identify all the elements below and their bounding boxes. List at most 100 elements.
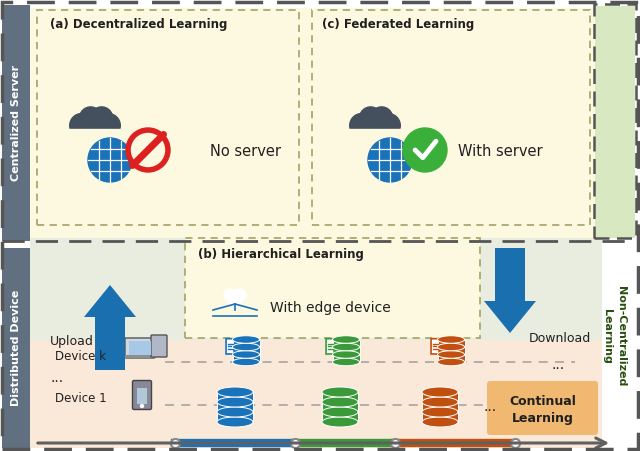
Text: Upload: Upload: [50, 336, 94, 349]
FancyBboxPatch shape: [595, 6, 635, 238]
Circle shape: [234, 289, 246, 301]
Bar: [322, 412, 358, 422]
Polygon shape: [226, 339, 238, 354]
Text: Device k: Device k: [55, 350, 106, 363]
Circle shape: [141, 405, 143, 408]
Polygon shape: [326, 339, 338, 354]
Text: ...: ...: [50, 371, 63, 385]
Circle shape: [368, 138, 412, 182]
Polygon shape: [234, 350, 238, 354]
FancyBboxPatch shape: [30, 238, 602, 340]
Text: (b) Hierarchical Learning: (b) Hierarchical Learning: [198, 248, 364, 261]
Text: Download: Download: [529, 331, 591, 345]
Text: Centralized Server: Centralized Server: [11, 65, 21, 181]
Circle shape: [371, 107, 392, 129]
Ellipse shape: [232, 336, 259, 343]
Text: Device 1: Device 1: [55, 391, 107, 405]
FancyBboxPatch shape: [37, 10, 299, 225]
Text: ...: ...: [552, 358, 564, 372]
Ellipse shape: [422, 417, 458, 427]
FancyBboxPatch shape: [185, 238, 480, 338]
Circle shape: [403, 128, 447, 172]
Bar: [124, 355, 156, 358]
Ellipse shape: [438, 343, 465, 351]
Ellipse shape: [217, 397, 253, 407]
Polygon shape: [438, 350, 443, 354]
Bar: [333, 347, 360, 354]
Bar: [322, 392, 358, 402]
Circle shape: [126, 128, 170, 172]
Circle shape: [70, 114, 94, 138]
Circle shape: [349, 114, 374, 138]
FancyBboxPatch shape: [312, 10, 590, 225]
Text: With edge device: With edge device: [270, 301, 391, 315]
Bar: [422, 402, 458, 412]
Ellipse shape: [322, 397, 358, 407]
Bar: [232, 347, 259, 354]
Bar: [217, 392, 253, 402]
FancyBboxPatch shape: [151, 335, 167, 357]
Circle shape: [224, 289, 236, 301]
Circle shape: [79, 115, 111, 145]
Bar: [333, 354, 360, 362]
Bar: [344, 129, 406, 147]
Ellipse shape: [232, 358, 259, 366]
Bar: [232, 340, 259, 347]
Circle shape: [227, 290, 243, 306]
Circle shape: [360, 115, 390, 145]
Ellipse shape: [438, 336, 465, 343]
FancyBboxPatch shape: [2, 5, 30, 241]
Bar: [232, 354, 259, 362]
Ellipse shape: [422, 407, 458, 417]
Ellipse shape: [322, 387, 358, 397]
FancyBboxPatch shape: [30, 8, 602, 238]
Bar: [422, 392, 458, 402]
Polygon shape: [333, 350, 338, 354]
Ellipse shape: [217, 417, 253, 427]
Circle shape: [131, 133, 164, 166]
Ellipse shape: [333, 343, 360, 351]
Ellipse shape: [232, 351, 259, 358]
Bar: [217, 402, 253, 412]
Circle shape: [91, 107, 113, 129]
Ellipse shape: [217, 407, 253, 417]
Text: Non-Centralized
Learning: Non-Centralized Learning: [602, 286, 626, 387]
Circle shape: [376, 114, 400, 138]
Bar: [438, 340, 465, 347]
Text: With server: With server: [458, 144, 543, 160]
Ellipse shape: [422, 397, 458, 407]
Ellipse shape: [232, 343, 259, 351]
Text: Continual
Learning: Continual Learning: [509, 395, 577, 425]
Bar: [217, 412, 253, 422]
Ellipse shape: [333, 351, 360, 358]
Circle shape: [96, 114, 120, 138]
Bar: [129, 341, 151, 355]
Bar: [137, 388, 147, 404]
Text: ...: ...: [483, 400, 497, 414]
Ellipse shape: [333, 358, 360, 366]
Ellipse shape: [422, 387, 458, 397]
Ellipse shape: [322, 417, 358, 427]
FancyBboxPatch shape: [132, 381, 152, 410]
Text: Distributed Device: Distributed Device: [11, 290, 21, 406]
Ellipse shape: [322, 407, 358, 417]
FancyBboxPatch shape: [125, 338, 155, 358]
Bar: [333, 340, 360, 347]
FancyBboxPatch shape: [2, 248, 30, 448]
Ellipse shape: [438, 351, 465, 358]
FancyBboxPatch shape: [30, 340, 602, 448]
Text: (a) Decentralized Learning: (a) Decentralized Learning: [50, 18, 227, 31]
Polygon shape: [431, 339, 443, 354]
Bar: [64, 129, 126, 147]
Bar: [422, 412, 458, 422]
FancyArrow shape: [484, 248, 536, 333]
Ellipse shape: [333, 336, 360, 343]
FancyArrow shape: [84, 285, 136, 370]
Circle shape: [79, 107, 102, 129]
Bar: [438, 354, 465, 362]
Text: No server: No server: [210, 144, 281, 160]
FancyBboxPatch shape: [487, 381, 598, 435]
Ellipse shape: [217, 387, 253, 397]
Circle shape: [88, 138, 132, 182]
Circle shape: [360, 107, 381, 129]
